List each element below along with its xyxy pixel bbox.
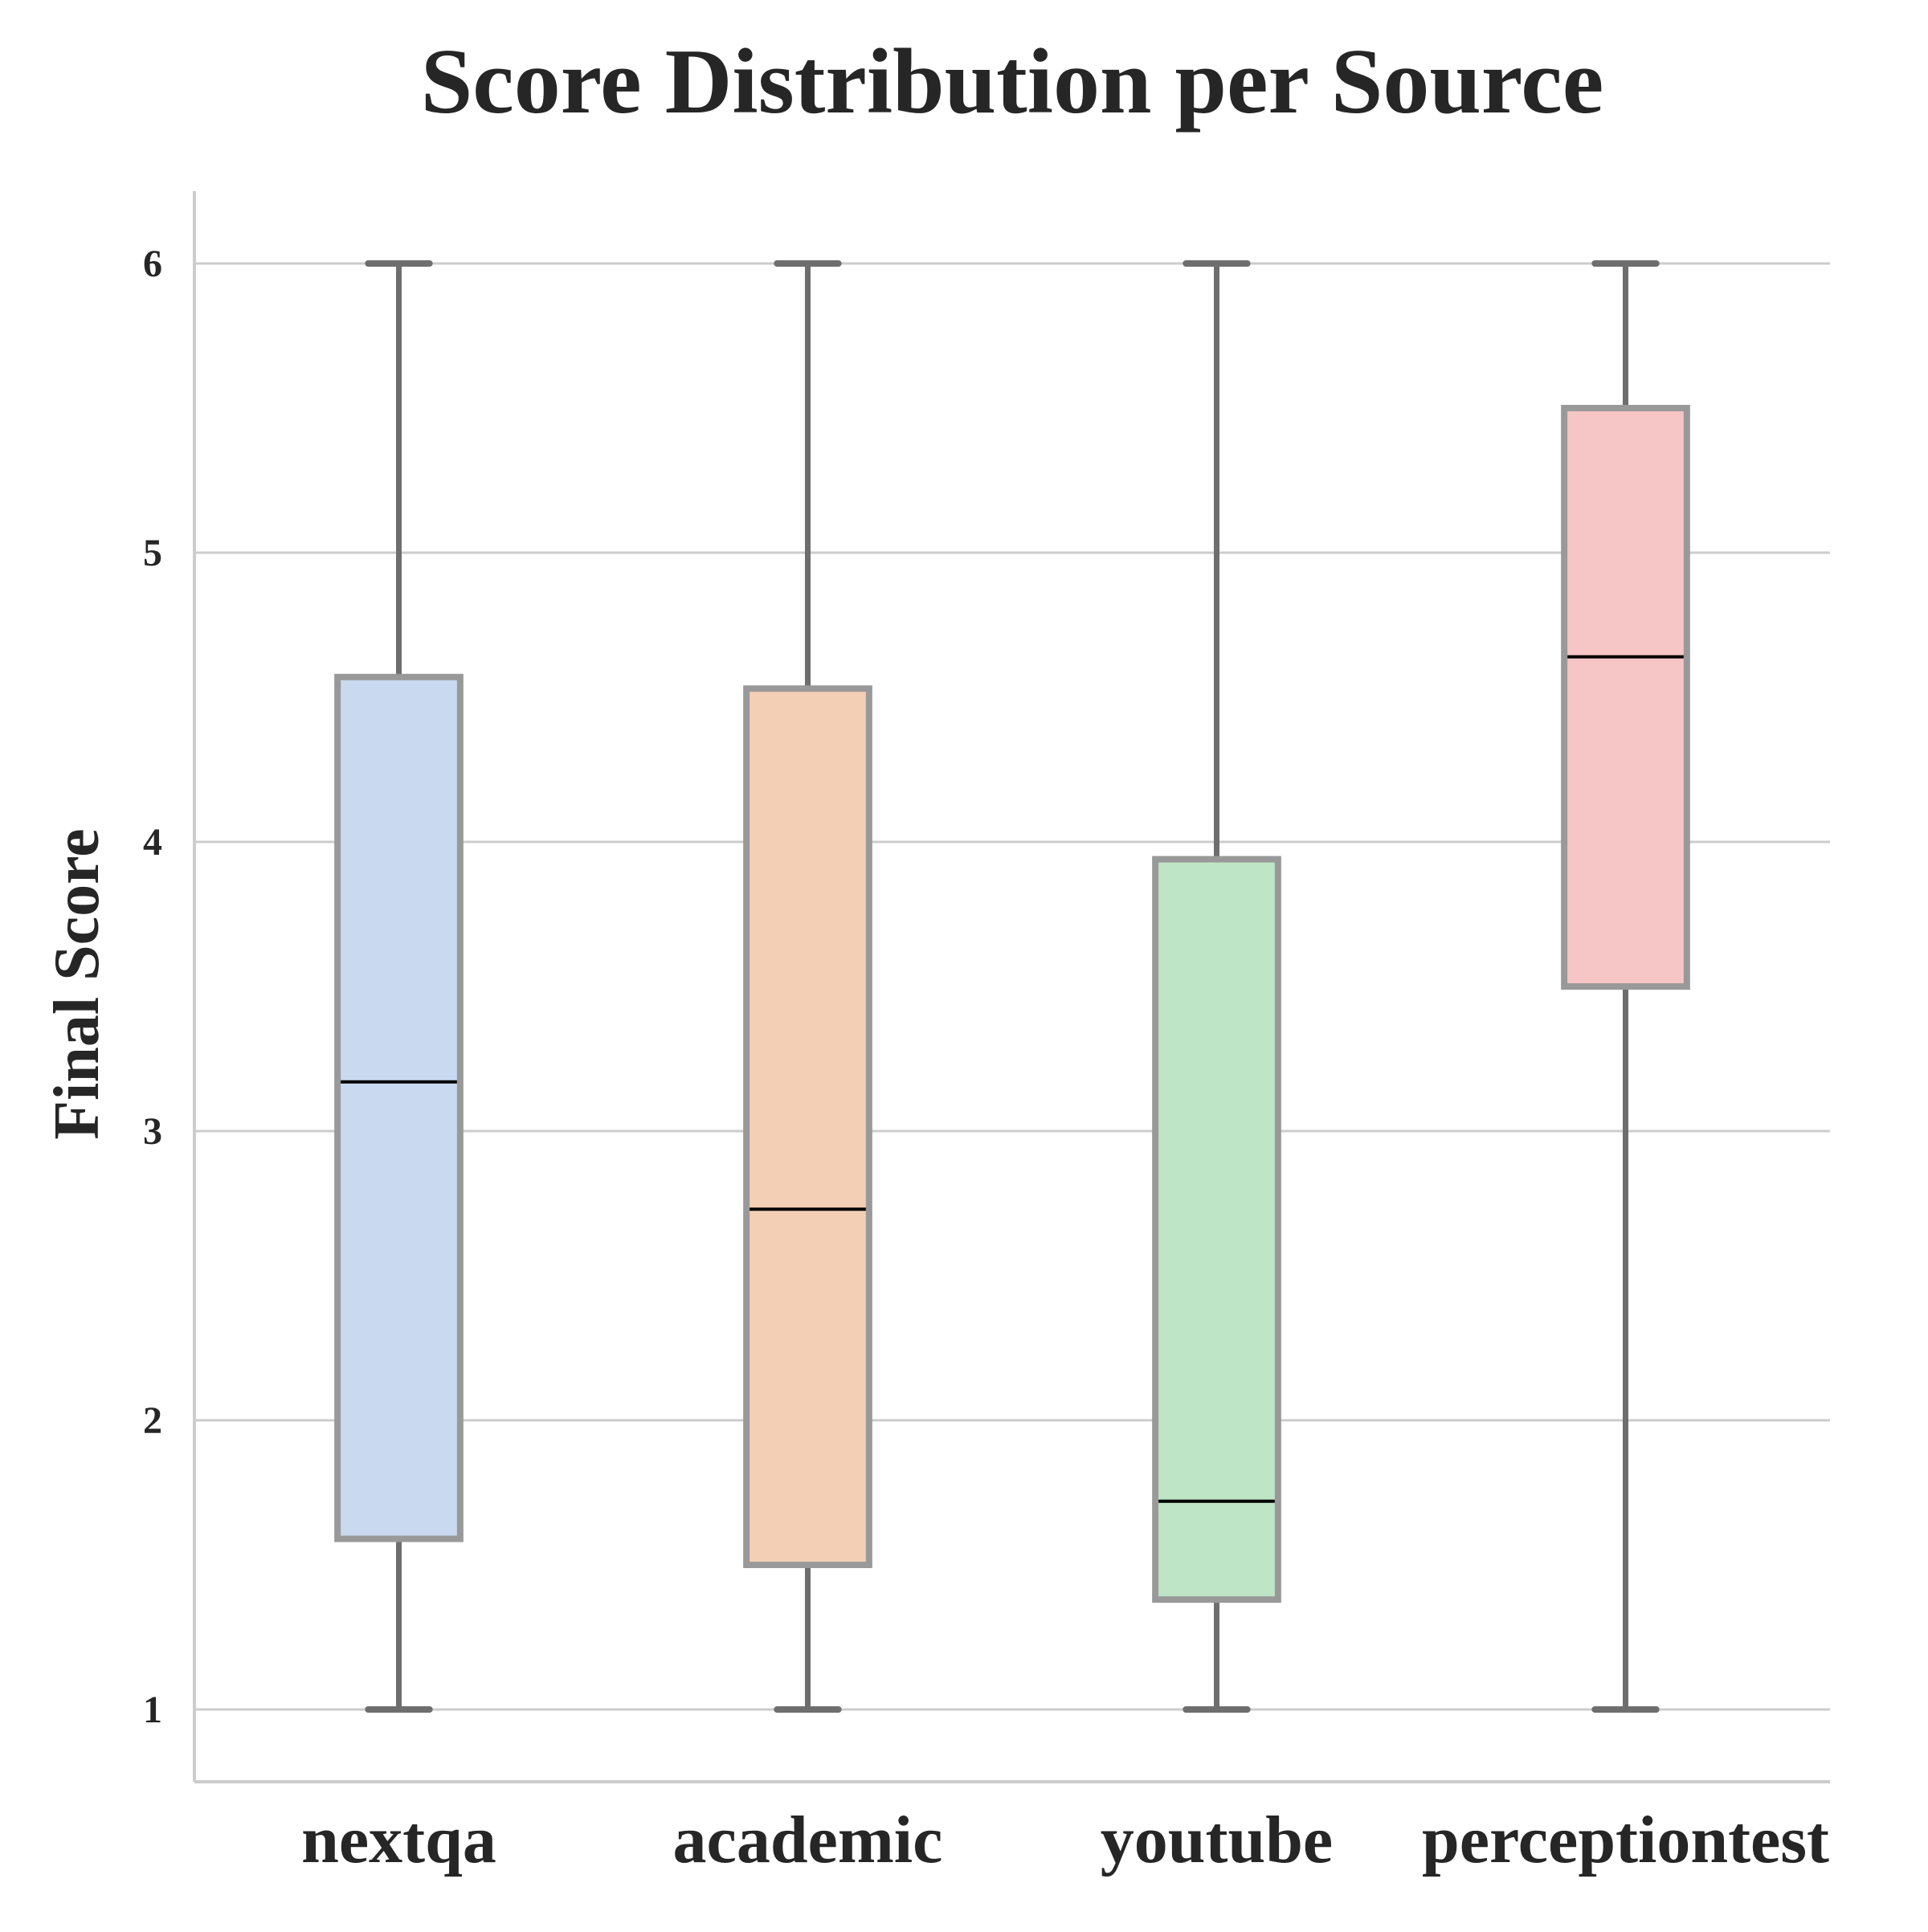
y-tick-label: 2 bbox=[143, 1399, 162, 1442]
x-tick-label: nextqa bbox=[301, 1803, 496, 1877]
chart-title: Score Distribution per Source bbox=[421, 31, 1604, 133]
gridlines bbox=[194, 262, 1830, 1711]
y-tick-label: 3 bbox=[143, 1110, 162, 1153]
box-perceptiontest bbox=[1561, 260, 1690, 1713]
box-nextqa bbox=[334, 260, 464, 1713]
y-tick-label: 5 bbox=[143, 532, 162, 574]
x-tick-label: academic bbox=[673, 1803, 943, 1877]
iqr-box bbox=[334, 673, 464, 1542]
y-axis-label: Final Score bbox=[42, 828, 112, 1139]
iqr-box bbox=[1561, 405, 1690, 990]
axes bbox=[193, 191, 1830, 1783]
y-tick-label: 6 bbox=[143, 243, 162, 285]
x-tick-labels: nextqa academic youtube perceptiontest bbox=[301, 1803, 1829, 1877]
x-tick-label: perceptiontest bbox=[1422, 1803, 1829, 1877]
y-tick-label: 1 bbox=[143, 1689, 162, 1731]
box-youtube bbox=[1152, 260, 1281, 1713]
y-tick-label: 4 bbox=[143, 821, 162, 864]
iqr-box bbox=[1152, 856, 1281, 1603]
boxes bbox=[334, 260, 1690, 1713]
box-academic bbox=[743, 260, 872, 1713]
x-tick-label: youtube bbox=[1101, 1803, 1333, 1877]
iqr-box bbox=[743, 685, 872, 1569]
y-tick-labels: 1 2 3 4 5 6 bbox=[143, 243, 162, 1731]
